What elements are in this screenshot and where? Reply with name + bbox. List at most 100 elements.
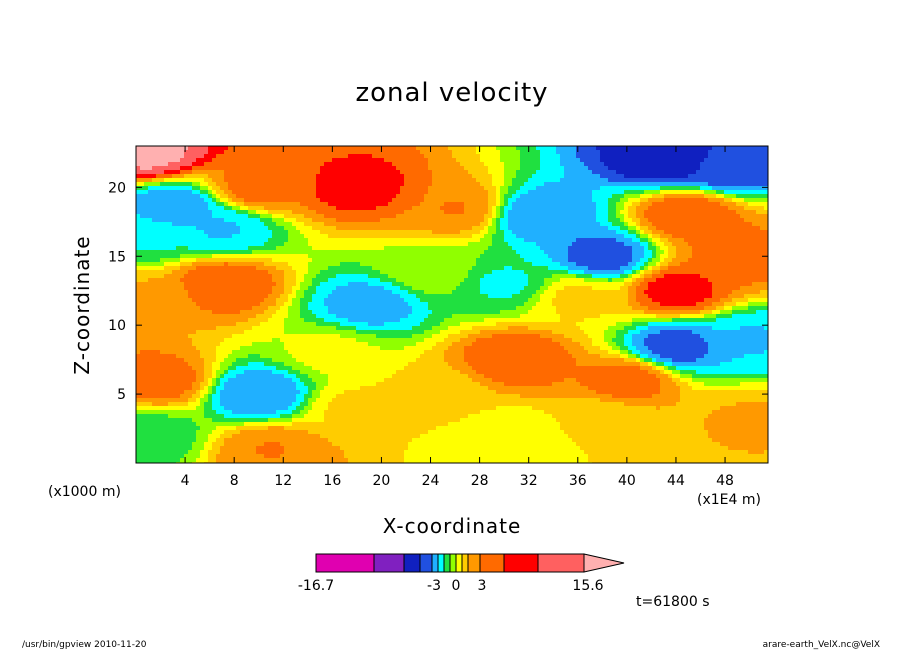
heat-cell xyxy=(240,450,245,455)
heat-cell xyxy=(232,386,237,391)
heat-cell xyxy=(172,326,177,331)
heat-cell xyxy=(320,294,325,299)
heat-cell xyxy=(236,250,241,255)
heat-cell xyxy=(224,382,229,387)
heat-cell xyxy=(172,354,177,359)
heat-cell xyxy=(140,266,145,271)
heat-cell xyxy=(184,166,189,171)
heat-cell xyxy=(260,174,265,179)
heat-cell xyxy=(168,338,173,343)
heat-cell xyxy=(160,258,165,263)
heat-cell xyxy=(348,390,353,395)
heat-cell xyxy=(288,330,293,335)
heat-cell xyxy=(196,314,201,319)
heat-cell xyxy=(368,218,373,223)
heat-cell xyxy=(352,302,357,307)
heat-cell xyxy=(320,206,325,211)
heat-cell xyxy=(272,238,277,243)
heat-cell xyxy=(264,446,269,451)
heat-cell xyxy=(372,266,377,271)
heat-cell xyxy=(164,326,169,331)
heat-cell xyxy=(232,390,237,395)
heat-cell xyxy=(276,450,281,455)
heat-cell xyxy=(368,294,373,299)
heat-cell xyxy=(320,258,325,263)
heat-cell xyxy=(244,354,249,359)
heat-cell xyxy=(204,430,209,435)
heat-cell xyxy=(252,422,257,427)
heat-cell xyxy=(172,350,177,355)
heat-cell xyxy=(248,414,253,419)
heat-cell xyxy=(212,282,217,287)
heat-cell xyxy=(148,238,153,243)
heat-cell xyxy=(152,166,157,171)
heat-cell xyxy=(200,218,205,223)
heat-cell xyxy=(280,310,285,315)
heat-cell xyxy=(184,406,189,411)
heat-cell xyxy=(308,434,313,439)
heat-cell xyxy=(244,266,249,271)
heat-cell xyxy=(184,394,189,399)
heat-cell xyxy=(296,330,301,335)
heat-cell xyxy=(236,418,241,423)
heat-cell xyxy=(368,394,373,399)
heat-cell xyxy=(188,402,193,407)
heat-cell xyxy=(328,446,333,451)
heat-cell xyxy=(296,426,301,431)
heat-cell xyxy=(328,322,333,327)
heat-cell xyxy=(216,206,221,211)
heat-cell xyxy=(248,418,253,423)
heat-cell xyxy=(312,426,317,431)
heat-cell xyxy=(300,314,305,319)
heat-cell xyxy=(324,250,329,255)
heat-cell xyxy=(228,358,233,363)
heat-cell xyxy=(160,242,165,247)
heat-cell xyxy=(304,218,309,223)
heat-cell xyxy=(156,430,161,435)
heat-cell xyxy=(232,182,237,187)
heat-cell xyxy=(308,202,313,207)
heat-cell xyxy=(264,298,269,303)
heat-cell xyxy=(180,450,185,455)
heat-cell xyxy=(152,354,157,359)
heat-cell xyxy=(248,354,253,359)
heat-cell xyxy=(284,458,289,463)
heat-cell xyxy=(172,294,177,299)
heat-cell xyxy=(248,186,253,191)
heat-cell xyxy=(184,154,189,159)
heat-cell xyxy=(376,410,381,415)
heat-cell xyxy=(320,358,325,363)
heat-cell xyxy=(200,270,205,275)
heat-cell xyxy=(308,406,313,411)
heat-cell xyxy=(172,230,177,235)
heat-cell xyxy=(288,238,293,243)
heat-cell xyxy=(164,170,169,175)
heat-cell xyxy=(140,286,145,291)
heat-cell xyxy=(248,402,253,407)
heat-cell xyxy=(364,314,369,319)
heat-cell xyxy=(368,266,373,271)
heat-cell xyxy=(224,218,229,223)
heat-cell xyxy=(308,210,313,215)
heat-cell xyxy=(308,454,313,459)
heat-cell xyxy=(272,178,277,183)
heat-cell xyxy=(224,182,229,187)
heat-cell xyxy=(136,166,141,171)
heat-cell xyxy=(268,158,273,163)
heat-cell xyxy=(204,146,209,151)
heat-cell xyxy=(236,434,241,439)
heat-cell xyxy=(272,318,277,323)
heat-cell xyxy=(140,350,145,355)
heat-cell xyxy=(312,366,317,371)
heat-cell xyxy=(368,438,373,443)
heat-cell xyxy=(188,298,193,303)
heat-cell xyxy=(296,446,301,451)
heat-cell xyxy=(168,402,173,407)
heat-cell xyxy=(280,358,285,363)
heat-cell xyxy=(292,410,297,415)
heat-cell xyxy=(308,270,313,275)
heat-cell xyxy=(256,282,261,287)
heat-cell xyxy=(272,150,277,155)
heat-cell xyxy=(324,386,329,391)
